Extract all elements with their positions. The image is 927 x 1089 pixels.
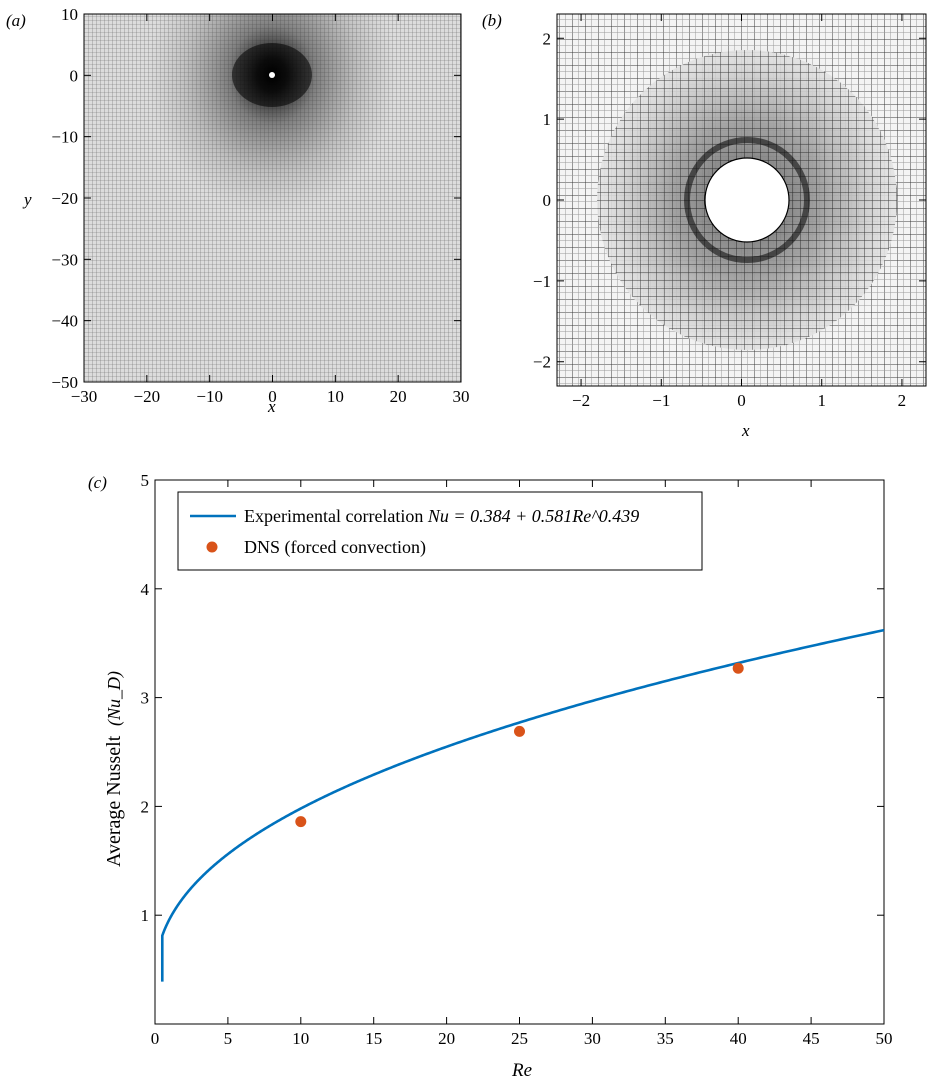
panel-b-xtick-label: 0 [737,391,746,410]
panel-b-ytick-label: 2 [543,29,552,48]
dns-data-point [514,725,525,737]
panel-b-label: (b) [482,11,502,30]
panel-c-ytick-label: 2 [141,797,150,816]
panel-c-ytick-label: 3 [141,689,150,708]
panel-a-axes: −30 −20 −10 0 10 20 30 10 0 −10 −20 −30 −40 −50 [51,5,469,406]
panel-a-xtick-label: −20 [134,387,161,406]
panel-a-ytick-label: −50 [51,373,78,392]
panel-c-ytick-label: 4 [141,580,150,599]
panel-c-ylabel: Average Nusselt (Nu_D) [103,671,125,867]
panel-b-xtick-label: 1 [817,391,826,410]
dns-data-point [295,816,307,828]
panel-a-ytick-label: −10 [51,128,78,147]
panel-b-xtick-label: −1 [652,391,670,410]
legend: Experimental correlation Nu = 0.384 + 0.… [177,491,703,571]
panel-b-ytick-label: 0 [543,191,552,210]
cylinder-marker [269,72,275,78]
panel-a-ytick-label: 10 [61,5,78,24]
panel-b-axes: −2 −1 0 1 2 2 1 0 −1 −2 [533,14,926,410]
panel-c-xlabel: Re [511,1060,532,1081]
panel-c-ytick-label: 5 [141,471,150,490]
panel-c-xtick-label: 30 [584,1029,601,1048]
panel-c-xtick-label: 35 [657,1029,674,1048]
series-correlation-line [160,628,885,982]
panel-c-xtick-label: 50 [876,1029,893,1048]
panel-c-ylabel-text: Average Nusselt [103,735,125,867]
dns-data-point [732,662,744,674]
panel-a-ytick-label: −40 [51,312,78,331]
panel-b-xtick-label: 2 [898,391,907,410]
panel-c-xtick-label: 25 [511,1029,528,1048]
panel-b-mesh [557,14,926,386]
panel-a-ytick-label: 0 [70,66,79,85]
panel-a-ytick-label: −20 [51,189,78,208]
series-dns-points [295,662,744,828]
legend-entry-correlation: Experimental correlation Nu = 0.384 + 0.… [244,506,639,526]
panel-b: (b) −2 −1 0 1 2 2 1 0 −1 −2 x [482,11,927,440]
panel-a-mesh [84,14,461,382]
panel-a-ytick-label: −30 [51,250,78,269]
panel-b-ytick-label: −1 [533,272,551,291]
panel-a-xlabel: x [267,397,276,416]
panel-c-xtick-label: 0 [151,1029,160,1048]
panel-a-label: (a) [6,11,26,30]
panel-c-xtick-label: 5 [224,1029,233,1048]
panel-b-ytick-label: −2 [533,353,551,372]
panel-c-xtick-label: 40 [730,1029,747,1048]
panel-c-xtick-label: 15 [365,1029,382,1048]
panel-b-xlabel: x [741,421,750,440]
panel-c-frame [154,479,885,1025]
panel-b-xtick-label: −2 [572,391,590,410]
panel-c-label: (c) [88,473,107,492]
panel-a-xtick-label: −10 [196,387,223,406]
legend-correlation-name: Experimental correlation [244,506,423,526]
panel-a-xtick-label: 20 [390,387,407,406]
panel-c-ylabel-symbol: (Nu_D) [104,671,125,726]
panel-a-xtick-label: 0 [268,387,277,406]
panel-b-ytick-label: 1 [543,110,552,129]
panel-c-xtick-label: 20 [438,1029,455,1048]
panel-a: (a) −30 −20 −10 0 10 20 30 10 0 −10 −20 −30 −40 −50 x… [6,5,470,416]
panel-a-ylabel: y [22,190,32,209]
panel-a-xtick-label: −30 [71,387,98,406]
legend-correlation-formula: Nu = 0.384 + 0.581Re^0.439 [427,506,639,526]
legend-dot-swatch [206,541,218,553]
panel-a-xtick-label: 30 [453,387,470,406]
panel-a-xtick-label: 10 [327,387,344,406]
cylinder [704,157,790,243]
panel-c-ytick-label: 1 [141,906,150,925]
legend-box [177,491,703,571]
panel-c-xtick-label: 45 [803,1029,820,1048]
panel-c-xtick-label: 10 [292,1029,309,1048]
legend-entry-dns: DNS (forced convection) [244,537,426,558]
